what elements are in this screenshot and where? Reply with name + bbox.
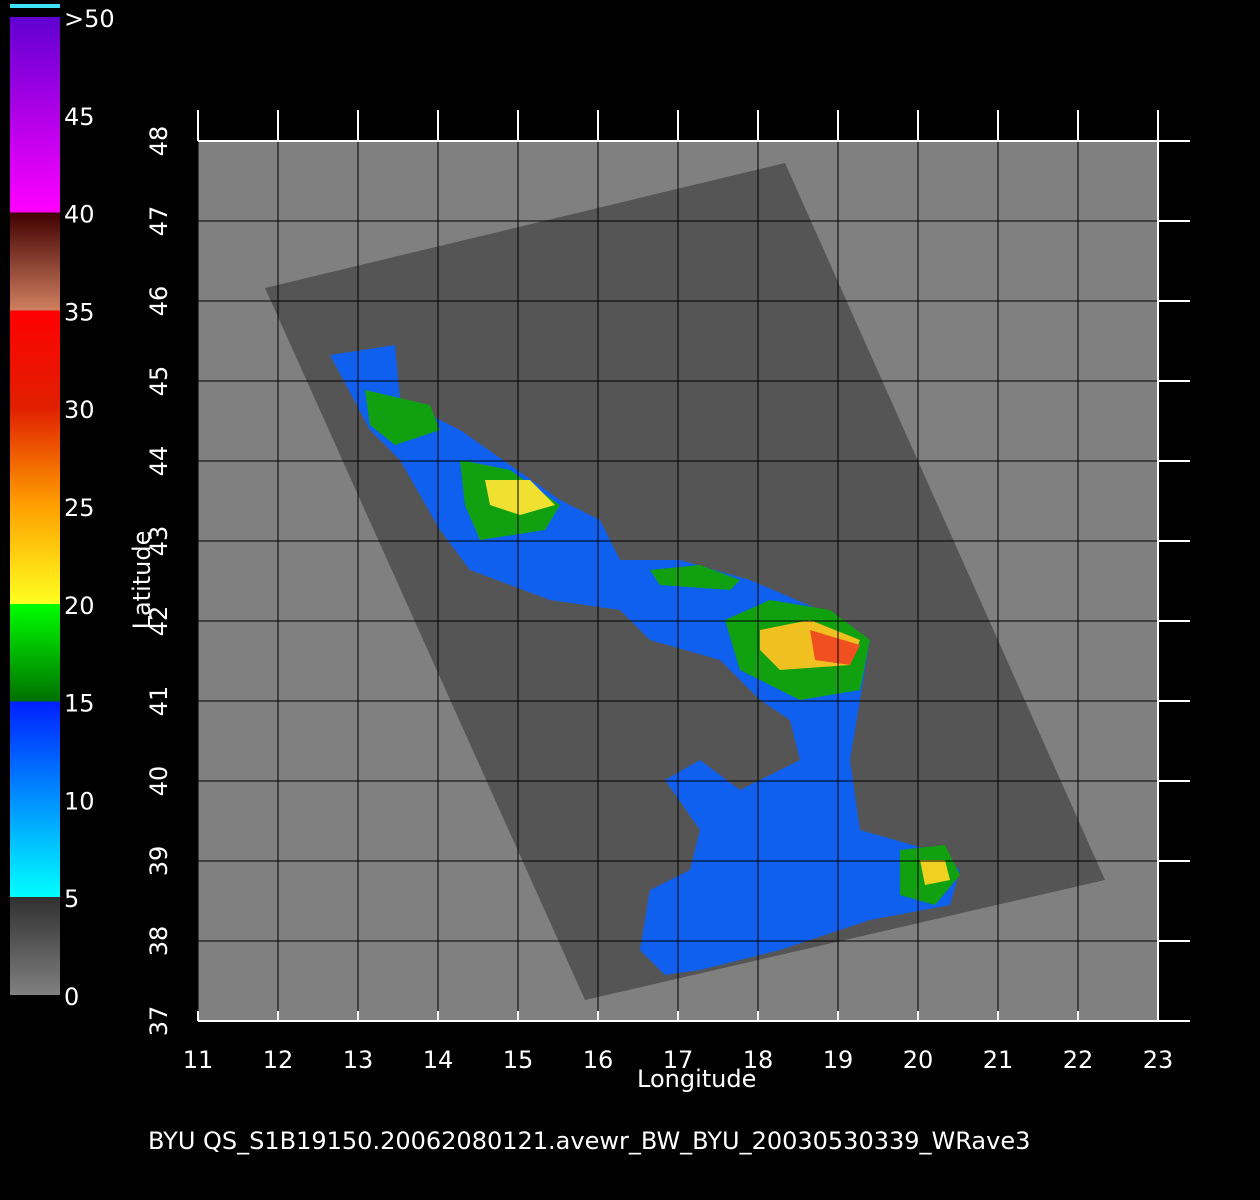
y-tick-label: 39: [145, 846, 173, 877]
y-tick-label: 45: [145, 366, 173, 397]
x-tick-label: 15: [503, 1046, 534, 1074]
y-tick-label: 37: [145, 1006, 173, 1037]
colorbar-label: 40: [64, 201, 95, 229]
y-axis-label: Latitude: [128, 531, 156, 630]
colorbar-label: 45: [64, 103, 95, 131]
x-tick-label: 11: [183, 1046, 214, 1074]
x-tick-label: 20: [903, 1046, 934, 1074]
y-tick-label: 47: [145, 206, 173, 237]
x-tick-label: 17: [663, 1046, 694, 1074]
wind-patch: [810, 630, 860, 665]
colorbar-label: 0: [64, 983, 79, 1011]
colorbar-cap: [10, 4, 60, 8]
x-tick-label: 19: [823, 1046, 854, 1074]
x-tick-label: 18: [743, 1046, 774, 1074]
colorbar-label: 30: [64, 396, 95, 424]
x-tick-label: 22: [1063, 1046, 1094, 1074]
colorbar: [10, 17, 60, 995]
y-tick-label: 42: [145, 606, 173, 637]
x-tick-label: 16: [583, 1046, 614, 1074]
x-axis-label: Longitude: [637, 1065, 756, 1093]
x-tick-label: 12: [263, 1046, 294, 1074]
colorbar-label: 5: [64, 885, 79, 913]
y-tick-label: 40: [145, 766, 173, 797]
colorbar-label: 15: [64, 690, 95, 718]
wind-patch: [365, 390, 440, 445]
y-tick-label: 44: [145, 446, 173, 477]
x-tick-label: 14: [423, 1046, 454, 1074]
y-tick-label: 38: [145, 926, 173, 957]
x-tick-label: 23: [1143, 1046, 1174, 1074]
wind-patch: [650, 565, 740, 590]
y-tick-label: 43: [145, 526, 173, 557]
x-tick-label: 13: [343, 1046, 374, 1074]
wind-patch: [485, 480, 555, 515]
y-tick-label: 41: [145, 686, 173, 717]
caption: BYU QS_S1B19150.20062080121.avewr_BW_BYU…: [148, 1127, 1030, 1155]
wind-patch: [920, 860, 950, 885]
y-tick-label: 46: [145, 286, 173, 317]
x-tick-label: 21: [983, 1046, 1014, 1074]
y-tick-label: 48: [145, 126, 173, 157]
colorbar-label: 25: [64, 494, 95, 522]
colorbar-label: 35: [64, 298, 95, 326]
colorbar-label: 20: [64, 592, 95, 620]
colorbar-label: >50: [64, 5, 115, 33]
colorbar-label: 10: [64, 787, 95, 815]
